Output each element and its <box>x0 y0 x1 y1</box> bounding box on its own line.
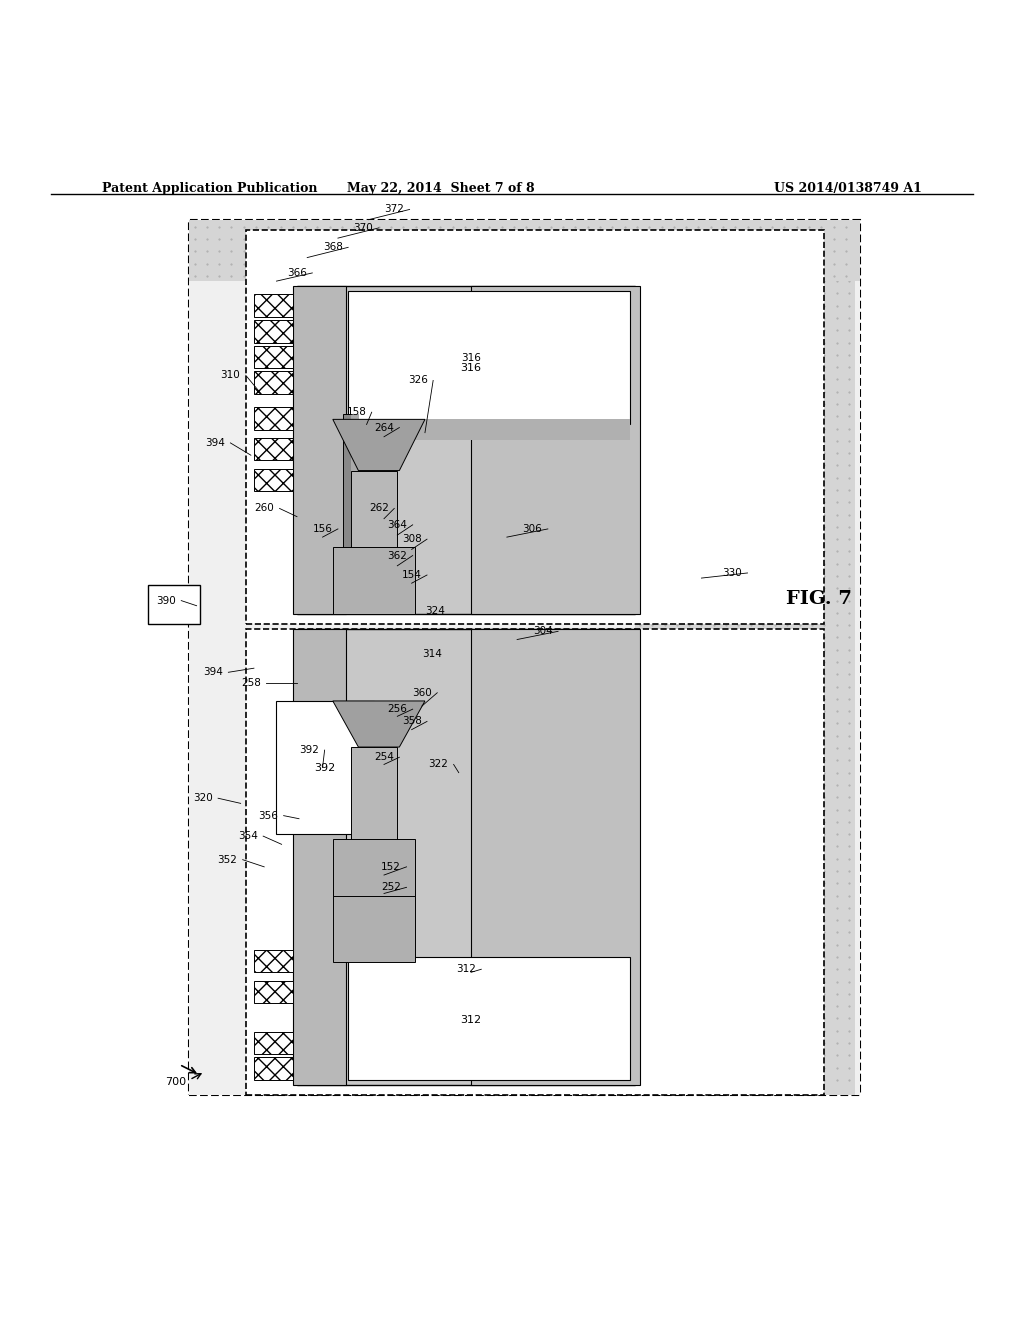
Text: 330: 330 <box>722 568 742 578</box>
Text: 354: 354 <box>238 832 258 841</box>
Bar <box>351 747 397 845</box>
Bar <box>333 891 415 962</box>
Bar <box>297 630 635 1085</box>
Bar <box>254 438 293 461</box>
Text: 372: 372 <box>384 205 404 214</box>
Text: 306: 306 <box>522 524 543 533</box>
Text: 320: 320 <box>193 793 213 804</box>
Bar <box>254 407 293 429</box>
Text: 152: 152 <box>381 862 401 871</box>
Text: 316: 316 <box>461 363 481 374</box>
Text: FIG. 7: FIG. 7 <box>786 590 852 607</box>
Text: 700: 700 <box>166 1077 186 1086</box>
Bar <box>148 585 200 624</box>
Text: 390: 390 <box>156 595 176 606</box>
Text: 304: 304 <box>532 626 553 636</box>
Text: 366: 366 <box>287 268 307 279</box>
Bar <box>189 219 860 1096</box>
Text: 252: 252 <box>381 882 401 892</box>
Bar <box>297 286 635 614</box>
Text: 322: 322 <box>428 759 449 770</box>
Bar <box>254 346 293 368</box>
Bar <box>348 957 630 1080</box>
Text: 362: 362 <box>387 550 408 561</box>
Text: 314: 314 <box>422 649 442 659</box>
Text: US 2014/0138749 A1: US 2014/0138749 A1 <box>774 182 922 195</box>
Text: 358: 358 <box>401 717 422 726</box>
Bar <box>254 294 293 317</box>
Bar <box>246 630 824 1096</box>
Text: 360: 360 <box>412 688 432 698</box>
Text: 312: 312 <box>456 964 476 974</box>
Bar <box>293 286 346 614</box>
Bar <box>254 1032 293 1055</box>
Polygon shape <box>333 701 425 747</box>
Text: 260: 260 <box>254 503 274 513</box>
Text: 394: 394 <box>203 668 223 677</box>
Text: 256: 256 <box>387 704 408 714</box>
Bar <box>635 219 855 1096</box>
Text: 356: 356 <box>258 810 279 821</box>
Text: 264: 264 <box>374 422 394 433</box>
Text: Patent Application Publication: Patent Application Publication <box>102 182 317 195</box>
Text: 156: 156 <box>312 524 333 533</box>
Bar <box>254 319 293 343</box>
Bar <box>351 834 397 957</box>
Text: 352: 352 <box>217 854 238 865</box>
Text: 364: 364 <box>387 520 408 529</box>
Bar <box>254 981 293 1003</box>
Bar <box>254 950 293 973</box>
Text: 258: 258 <box>241 677 261 688</box>
Bar <box>348 420 630 440</box>
Text: 262: 262 <box>369 503 389 513</box>
Bar <box>471 286 640 614</box>
Bar <box>333 548 415 614</box>
Bar <box>343 414 351 598</box>
Bar <box>351 470 397 553</box>
Text: May 22, 2014  Sheet 7 of 8: May 22, 2014 Sheet 7 of 8 <box>346 182 535 195</box>
Text: 368: 368 <box>323 243 343 252</box>
Bar <box>254 1057 293 1080</box>
Bar <box>246 230 824 624</box>
Bar <box>189 219 860 1096</box>
Text: 394: 394 <box>205 438 225 447</box>
Text: 316: 316 <box>461 352 481 363</box>
Text: 392: 392 <box>314 763 335 772</box>
Text: 254: 254 <box>374 752 394 762</box>
Bar <box>276 701 374 834</box>
Bar <box>254 469 293 491</box>
Bar <box>293 630 346 1085</box>
Text: 158: 158 <box>346 407 367 417</box>
Text: 310: 310 <box>220 371 241 380</box>
Bar <box>348 292 630 425</box>
Bar <box>189 219 860 281</box>
Bar <box>333 840 415 895</box>
Polygon shape <box>333 420 425 470</box>
Text: 308: 308 <box>401 535 422 544</box>
Text: 154: 154 <box>401 570 422 579</box>
Text: 312: 312 <box>461 1015 481 1026</box>
Text: 370: 370 <box>353 223 374 232</box>
Bar <box>471 630 640 1085</box>
Text: 392: 392 <box>299 744 319 755</box>
Text: 326: 326 <box>408 375 428 385</box>
Text: 324: 324 <box>425 606 445 616</box>
Bar <box>351 414 359 598</box>
Bar <box>254 371 293 393</box>
